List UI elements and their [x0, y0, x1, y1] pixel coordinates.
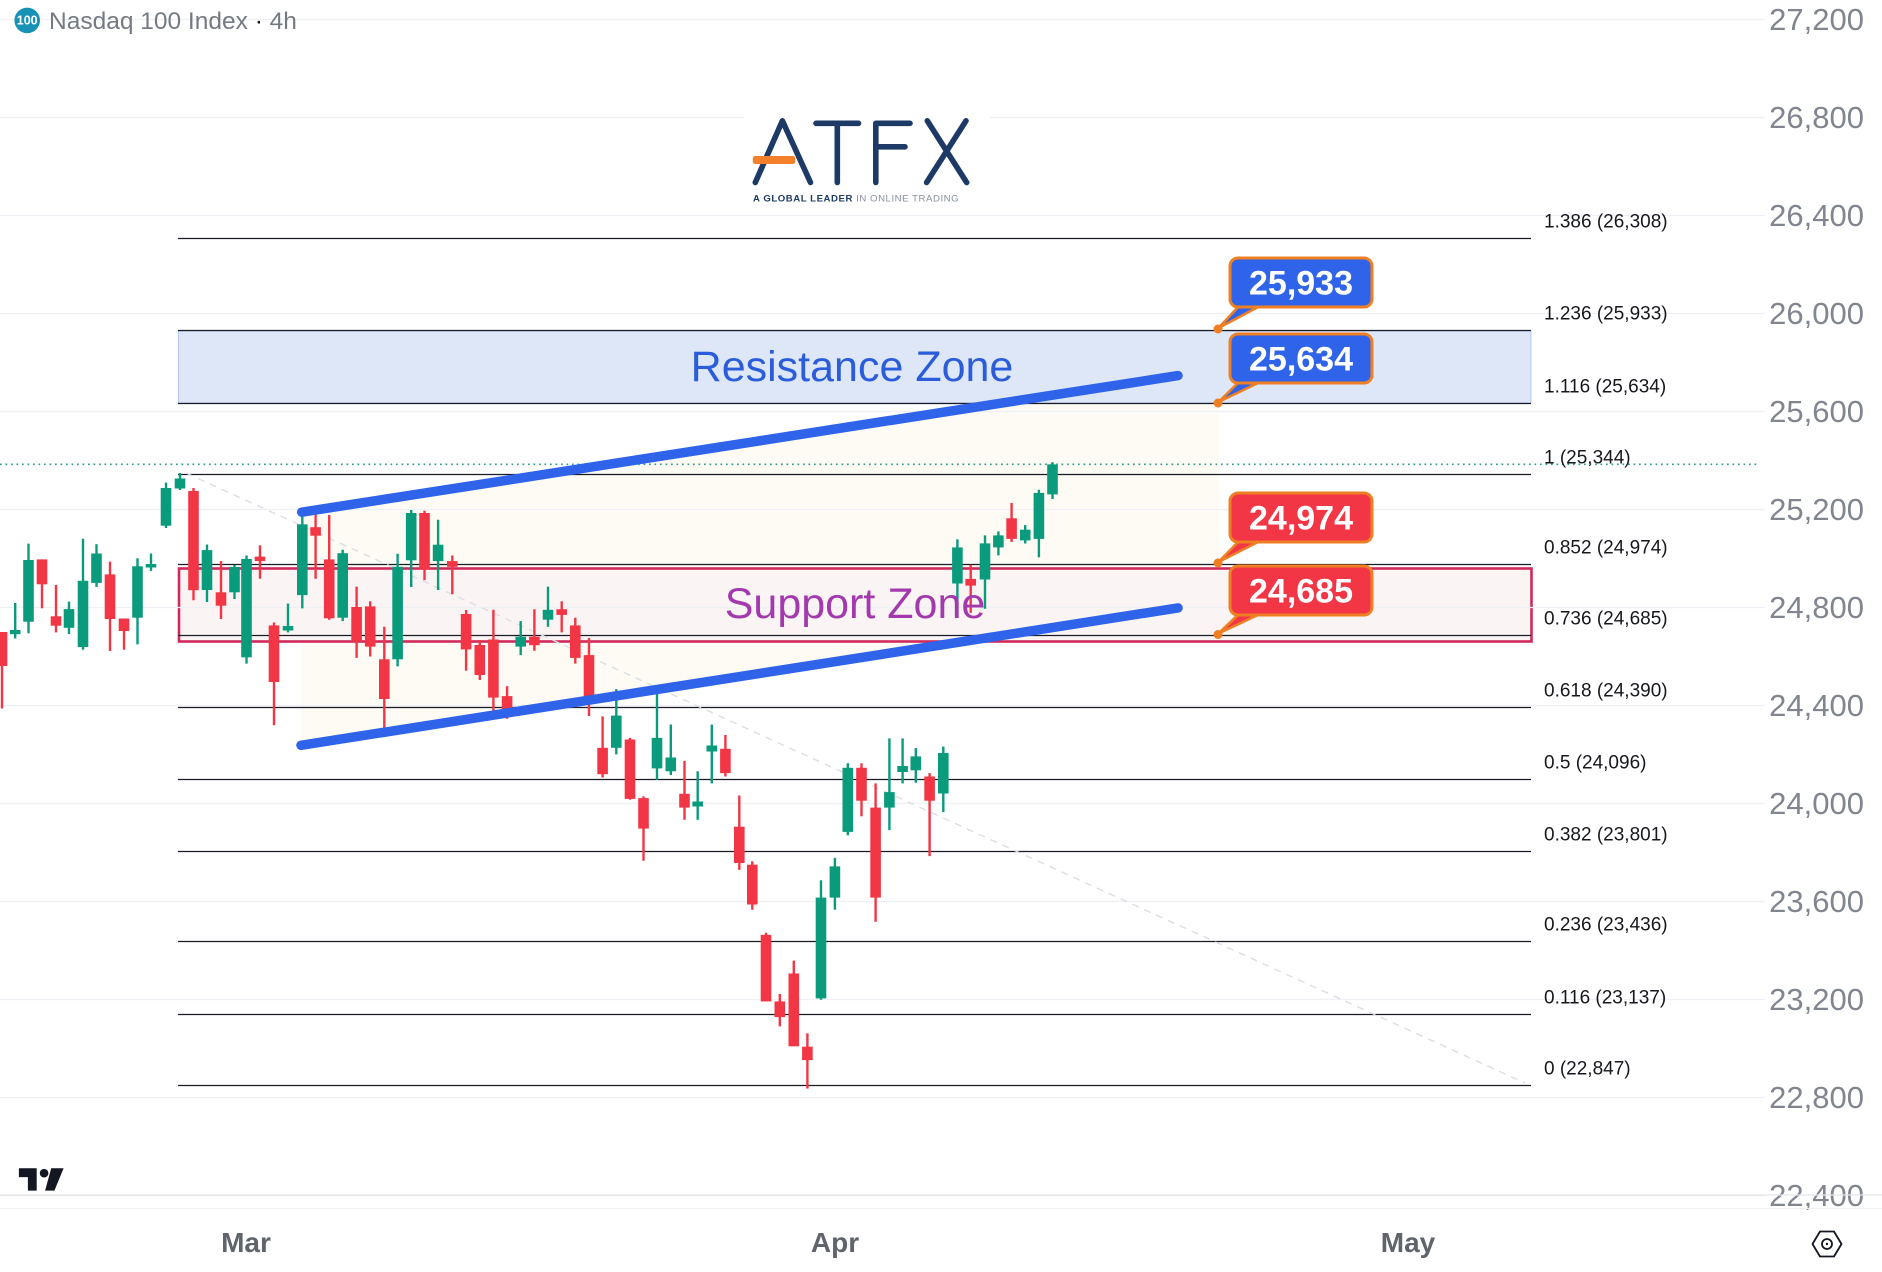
svg-text:100: 100 — [17, 14, 38, 28]
svg-text:25,933: 25,933 — [1249, 265, 1353, 303]
svg-text:0 (22,847): 0 (22,847) — [1544, 1059, 1631, 1080]
svg-text:26,400: 26,400 — [1769, 198, 1864, 233]
svg-text:22,800: 22,800 — [1769, 1080, 1864, 1115]
svg-text:24,000: 24,000 — [1769, 786, 1864, 821]
svg-text:23,600: 23,600 — [1769, 884, 1864, 919]
svg-text:24,685: 24,685 — [1249, 573, 1353, 611]
svg-text:0.236 (23,436): 0.236 (23,436) — [1544, 915, 1668, 936]
svg-text:1.116 (25,634): 1.116 (25,634) — [1544, 377, 1666, 398]
svg-text:0.5 (24,096): 0.5 (24,096) — [1544, 753, 1646, 774]
svg-text:Mar: Mar — [221, 1227, 271, 1258]
svg-text:27,200: 27,200 — [1769, 2, 1864, 37]
svg-text:26,000: 26,000 — [1769, 296, 1864, 331]
svg-text:May: May — [1381, 1227, 1436, 1258]
svg-text:1.386 (26,308): 1.386 (26,308) — [1544, 212, 1668, 233]
svg-text:A GLOBAL LEADER IN ONLINE TRAD: A GLOBAL LEADER IN ONLINE TRADING — [753, 194, 959, 205]
svg-text:0.852 (24,974): 0.852 (24,974) — [1544, 538, 1668, 559]
svg-text:0.618 (24,390): 0.618 (24,390) — [1544, 681, 1668, 702]
svg-text:Resistance Zone: Resistance Zone — [691, 343, 1014, 391]
svg-text:Apr: Apr — [811, 1227, 859, 1258]
svg-text:25,600: 25,600 — [1769, 394, 1864, 429]
svg-text:26,800: 26,800 — [1769, 100, 1864, 135]
svg-text:25,634: 25,634 — [1249, 341, 1353, 379]
svg-text:0.736 (24,685): 0.736 (24,685) — [1544, 609, 1668, 630]
svg-text:25,200: 25,200 — [1769, 492, 1864, 527]
svg-text:24,974: 24,974 — [1249, 500, 1353, 538]
svg-text:Support Zone: Support Zone — [725, 580, 986, 628]
svg-text:24,400: 24,400 — [1769, 688, 1864, 723]
svg-text:Nasdaq 100 Index · 4h: Nasdaq 100 Index · 4h — [49, 8, 297, 35]
svg-text:1 (25,344): 1 (25,344) — [1544, 448, 1631, 469]
svg-text:0.116 (23,137): 0.116 (23,137) — [1544, 988, 1666, 1009]
svg-text:24,800: 24,800 — [1769, 590, 1864, 625]
svg-text:1.236 (25,933): 1.236 (25,933) — [1544, 304, 1668, 325]
svg-text:23,200: 23,200 — [1769, 982, 1864, 1017]
svg-text:0.382 (23,801): 0.382 (23,801) — [1544, 825, 1668, 846]
